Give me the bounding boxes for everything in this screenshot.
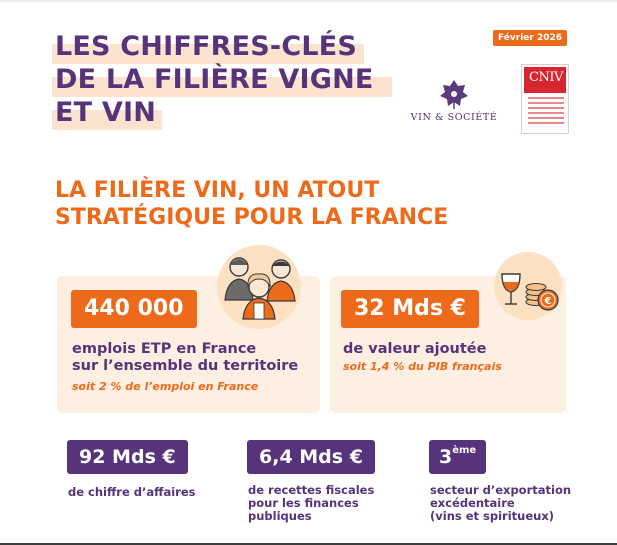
vine-leaf-icon: [440, 80, 468, 109]
vin-societe-logo: VIN & SOCIÉTÉ: [408, 78, 500, 136]
people-illustration: [217, 245, 301, 329]
employment-value-badge: 440 000: [71, 290, 197, 328]
employment-description: emplois ETP en France sur l’ensemble du …: [72, 341, 298, 375]
tax-revenue-badge: 6,4 Mds €: [247, 440, 375, 474]
title-highlight-3: [52, 110, 162, 130]
value-added-note: soit 1,4 % du PIB français: [343, 360, 502, 373]
tax-revenue-label: de recettes fiscales pour les finances p…: [248, 484, 374, 523]
page-title-line-2: DE LA FILIÈRE VIGNE: [55, 64, 374, 95]
export-rank-suffix: ème: [452, 445, 477, 456]
revenue-label-line-1: de chiffre d’affaires: [68, 485, 196, 499]
section-title: LA FILIÈRE VIN, UN ATOUT STRATÉGIQUE POU…: [55, 177, 448, 231]
export-rank-value: 3: [439, 446, 453, 468]
export-rank-label-line-1: secteur d’exportation: [430, 483, 572, 497]
people-icon: [224, 257, 296, 320]
tax-revenue-label-line-3: publiques: [248, 509, 312, 523]
value-added-description: de valeur ajoutée: [343, 341, 487, 357]
section-title-line-1: LA FILIÈRE VIN, UN ATOUT: [55, 178, 380, 203]
title-highlight-1: [52, 44, 364, 64]
cniv-logo-text: CNIV: [529, 70, 563, 85]
revenue-badge: 92 Mds €: [67, 440, 188, 474]
export-rank-badge: 3ème: [429, 440, 487, 474]
export-rank-label-line-3: (vins et spiritueux): [430, 509, 555, 523]
wine-coins-icon: €: [501, 273, 559, 311]
svg-text:€: €: [544, 296, 552, 307]
page-title: LES CHIFFRES-CLÉS DE LA FILIÈRE VIGNE ET…: [55, 30, 374, 129]
page-title-line-3: ET VIN: [55, 97, 156, 128]
employment-description-line-1: emplois ETP en France: [72, 341, 257, 357]
revenue-label: de chiffre d’affaires: [68, 486, 195, 499]
tax-revenue-label-line-2: pour les finances: [248, 496, 359, 510]
export-rank-label: secteur d’exportation excédentaire (vins…: [430, 484, 571, 523]
employment-description-line-2: sur l’ensemble du territoire: [72, 358, 299, 374]
title-highlight-2: [52, 77, 392, 97]
vin-societe-logo-text: VIN & SOCIÉTÉ: [410, 112, 498, 123]
bottom-border: [0, 543, 617, 545]
page-title-line-1: LES CHIFFRES-CLÉS: [55, 31, 358, 62]
top-border: [0, 0, 617, 2]
wine-illustration: €: [494, 252, 562, 320]
date-badge: Février 2026: [493, 30, 568, 46]
section-title-line-2: STRATÉGIQUE POUR LA FRANCE: [55, 205, 449, 230]
employment-note: soit 2 % de l’emploi en France: [72, 380, 259, 393]
cniv-logo-lines: [528, 97, 564, 127]
cniv-logo: CNIV: [521, 64, 569, 134]
cniv-logo-mark: CNIV: [524, 67, 566, 93]
export-rank-label-line-2: excédentaire: [430, 496, 515, 510]
value-added-badge: 32 Mds €: [341, 290, 479, 328]
tax-revenue-label-line-1: de recettes fiscales: [248, 483, 375, 497]
